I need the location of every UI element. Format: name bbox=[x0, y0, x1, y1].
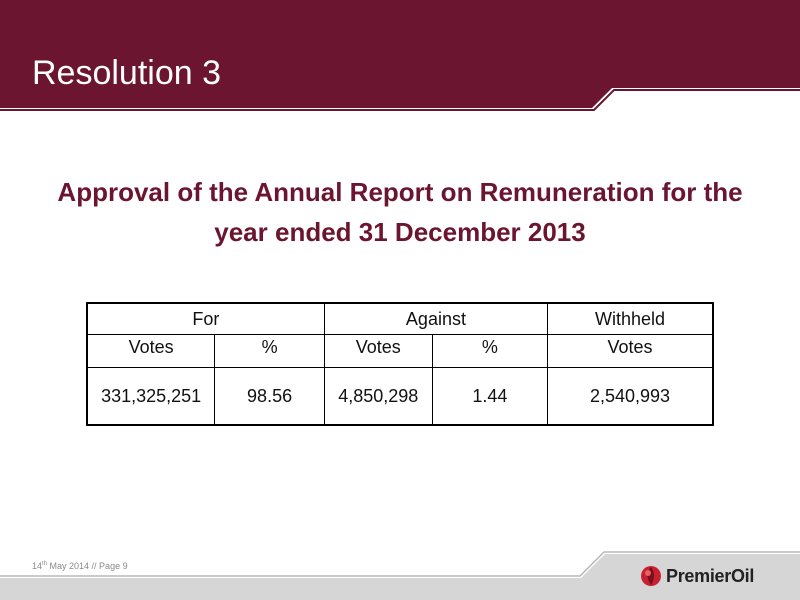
oil-drop-icon bbox=[641, 566, 661, 586]
votes-table: For Against Withheld Votes % Votes % Vot… bbox=[86, 302, 714, 426]
slide-title: Resolution 3 bbox=[32, 54, 222, 92]
header-band: Resolution 3 bbox=[0, 0, 800, 116]
headline-line-1: Approval of the Annual Report on Remuner… bbox=[57, 177, 743, 207]
headline-line-2: year ended 31 December 2013 bbox=[214, 217, 586, 247]
group-header-withheld: Withheld bbox=[547, 302, 714, 335]
footer-day-suffix: th bbox=[42, 561, 48, 567]
value-for-percent: 98.56 bbox=[214, 367, 325, 426]
footer-date-page: 14th May 2014 // Page 9 bbox=[32, 561, 128, 571]
subheader-for-percent: % bbox=[214, 334, 325, 368]
footer-day: 14 bbox=[32, 561, 43, 571]
subheader-withheld-votes: Votes bbox=[547, 334, 714, 368]
subheader-against-votes: Votes bbox=[323, 334, 433, 368]
table-subheader-row: Votes % Votes % Votes bbox=[86, 334, 714, 368]
subheader-for-votes: Votes bbox=[86, 334, 216, 368]
group-header-for: For bbox=[86, 302, 325, 335]
value-against-percent: 1.44 bbox=[431, 367, 549, 426]
logo-text: PremierOil bbox=[666, 565, 755, 586]
footer-band bbox=[0, 551, 800, 600]
value-against-votes: 4,850,298 bbox=[323, 367, 433, 426]
table-group-header-row: For Against Withheld bbox=[86, 302, 714, 335]
group-header-against: Against bbox=[323, 302, 549, 335]
resolution-headline: Approval of the Annual Report on Remuner… bbox=[40, 172, 760, 252]
premier-oil-logo: PremierOil bbox=[640, 564, 754, 588]
header-shape bbox=[0, 0, 800, 111]
footer-rest: May 2014 // Page 9 bbox=[47, 561, 128, 571]
table-row: 331,325,251 98.56 4,850,298 1.44 2,540,9… bbox=[86, 367, 714, 426]
value-withheld-votes: 2,540,993 bbox=[547, 367, 714, 426]
subheader-against-percent: % bbox=[431, 334, 549, 368]
value-for-votes: 331,325,251 bbox=[86, 367, 216, 426]
